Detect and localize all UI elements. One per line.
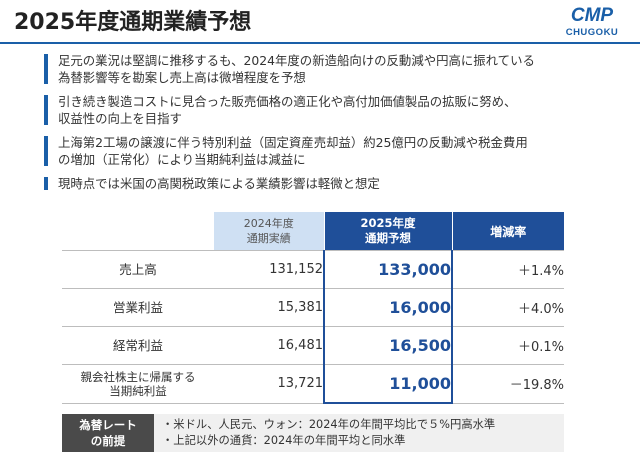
fx-line: ・米ドル、人民元、ウォン：2024年の年間平均比で５%円高水準	[162, 418, 496, 431]
bullet-marker	[44, 136, 48, 166]
header-divider	[0, 42, 640, 44]
row-label-line: 営業利益	[112, 299, 163, 315]
bullet-item: 上海第2工場の譲渡に伴う特別利益（固定資産売却益）約25億円の反動減や税金費用 …	[44, 134, 604, 168]
bullet-line: 為替影響等を勘案し売上高は微増程度を予想	[58, 70, 306, 85]
table-row: 経常利益 16,481 16,500 ＋0.1%	[62, 326, 564, 365]
bullet-line: 足元の業況は堅調に推移するも、2024年度の新造船向けの反動減や円高に振れている	[58, 53, 535, 68]
fx-label-line: 為替レート	[79, 418, 137, 432]
value-2025: 16,500	[323, 326, 453, 365]
bullet-line: 引き続き製造コストに見合った販売価格の適正化や高付加価値製品の拡販に努め、	[58, 94, 517, 109]
row-label-line: 売上高	[119, 261, 157, 277]
header-2024-line1: 2024年度	[243, 217, 294, 230]
value-2024: 131,152	[214, 250, 324, 289]
row-label-line: 経常利益	[112, 337, 163, 353]
value-2025: 133,000	[323, 250, 453, 289]
table-row: 営業利益 15,381 16,000 ＋4.0%	[62, 288, 564, 327]
page-title: 2025年度通期業績予想	[14, 10, 252, 35]
header-2025-line1: 2025年度	[360, 216, 416, 230]
row-label: 親会社株主に帰属する 当期純利益	[62, 364, 214, 404]
table-header-row: 2024年度 通期実績 2025年度 通期予想 増減率	[62, 212, 564, 251]
row-label: 営業利益	[62, 288, 214, 327]
bullet-item: 引き続き製造コストに見合った販売価格の適正化や高付加価値製品の拡販に努め、 収益…	[44, 93, 604, 127]
change-rate: ＋0.1%	[452, 326, 564, 365]
value-2025: 11,000	[323, 364, 453, 404]
logo-text-bottom: CHUGOKU	[566, 27, 619, 38]
bullet-line: 現時点では米国の高関税政策による業績影響は軽微と想定	[58, 176, 380, 191]
row-label-line: 親会社株主に帰属する	[80, 369, 196, 384]
header-change-rate: 増減率	[452, 212, 564, 251]
forecast-table: 2024年度 通期実績 2025年度 通期予想 増減率 売上高 131,152 …	[62, 212, 564, 404]
bullet-line: 収益性の向上を目指す	[58, 111, 182, 126]
row-label: 売上高	[62, 250, 214, 289]
value-2024: 16,481	[214, 326, 324, 365]
bullet-item: 足元の業況は堅調に推移するも、2024年度の新造船向けの反動減や円高に振れている…	[44, 52, 604, 86]
bullet-marker	[44, 54, 48, 84]
bullet-line: の増加（正常化）により当期純利益は減益に	[58, 152, 306, 167]
slide-header: 2025年度通期業績予想 CMP CHUGOKU	[0, 0, 640, 44]
fx-label-line: の前提	[90, 434, 126, 448]
fx-assumption-label: 為替レート の前提	[62, 414, 154, 452]
value-2024: 13,721	[214, 364, 324, 404]
fx-line: ・上記以外の通貨：2024年の年間平均と同水準	[162, 434, 406, 447]
bullet-marker	[44, 95, 48, 125]
header-2024-line2: 通期実績	[246, 232, 291, 245]
change-rate: －19.8%	[452, 364, 564, 404]
change-rate: ＋4.0%	[452, 288, 564, 327]
header-empty-cell	[62, 212, 214, 251]
bullet-line: 上海第2工場の譲渡に伴う特別利益（固定資産売却益）約25億円の反動減や税金費用	[58, 135, 528, 150]
bullet-item: 現時点では米国の高関税政策による業績影響は軽微と想定	[44, 175, 604, 192]
header-2025-forecast: 2025年度 通期予想	[324, 212, 453, 251]
bullet-list: 足元の業況は堅調に推移するも、2024年度の新造船向けの反動減や円高に振れている…	[44, 52, 604, 199]
fx-assumption-box: 為替レート の前提 ・米ドル、人民元、ウォン：2024年の年間平均比で５%円高水…	[62, 414, 564, 452]
logo-text-top: CMP	[571, 5, 614, 26]
fx-assumption-text: ・米ドル、人民元、ウォン：2024年の年間平均比で５%円高水準 ・上記以外の通貨…	[162, 417, 495, 449]
bullet-marker	[44, 177, 48, 190]
row-label: 経常利益	[62, 326, 214, 365]
header-2025-line2: 通期予想	[365, 231, 411, 245]
value-2025: 16,000	[323, 288, 453, 327]
table-row: 親会社株主に帰属する 当期純利益 13,721 11,000 －19.8%	[62, 364, 564, 404]
company-logo: CMP CHUGOKU	[566, 5, 619, 38]
header-2024-actual: 2024年度 通期実績	[214, 212, 325, 251]
value-2024: 15,381	[214, 288, 324, 327]
row-label-line: 当期純利益	[109, 383, 167, 398]
change-rate: ＋1.4%	[452, 250, 564, 289]
table-row: 売上高 131,152 133,000 ＋1.4%	[62, 250, 564, 289]
